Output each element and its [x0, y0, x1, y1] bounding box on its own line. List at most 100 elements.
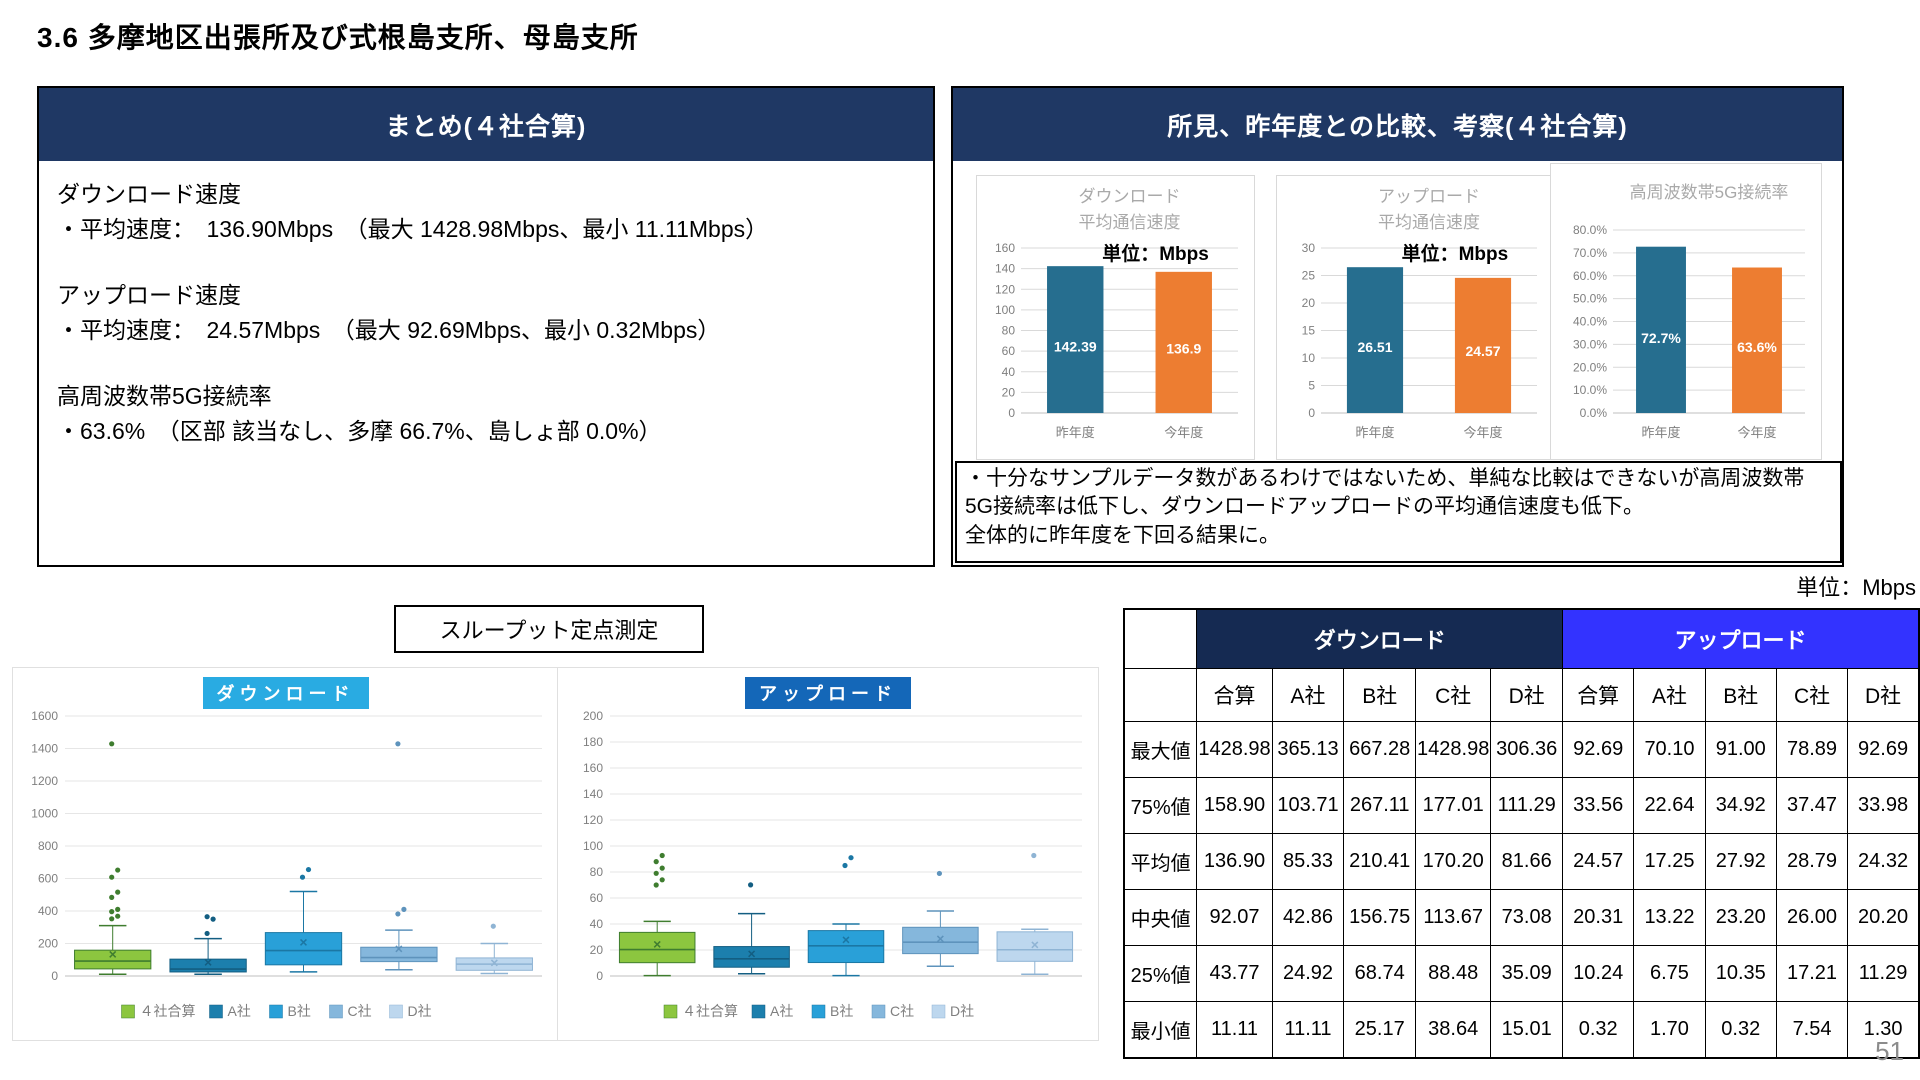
svg-text:70.0%: 70.0% — [1573, 246, 1607, 260]
stats-row-label-p25: 25%値 — [1123, 945, 1198, 1002]
svg-text:高周波数帯5G接続率: 高周波数帯5G接続率 — [1630, 183, 1789, 202]
svg-text:×: × — [109, 946, 117, 962]
stats-cell: 1428.98 — [1415, 721, 1492, 778]
svg-text:0.0%: 0.0% — [1580, 406, 1608, 420]
svg-text:15: 15 — [1302, 324, 1316, 338]
table-unit-label: 単位：Mbps — [1796, 575, 1916, 600]
svg-text:100: 100 — [995, 303, 1015, 317]
stats-cell: 42.86 — [1271, 889, 1345, 946]
stats-cell: 11.11 — [1271, 1001, 1345, 1059]
summary-5g-line: ・63.6% （区部 該当なし、多摩 66.7%、島しょ部 0.0%） — [57, 417, 662, 444]
5g-rate-chart-panel: 高周波数帯5G接続率 0.0% 10.0% 20.0% 30.0% 40.0% 50.0% 6… — [1550, 163, 1822, 460]
download-boxplot-title: ダウンロード — [202, 677, 369, 709]
findings-box-header: 所見、昨年度との比較、考察(４社合算) — [953, 88, 1842, 161]
stats-table-column-header: A社 — [1633, 668, 1706, 722]
svg-text:136.9: 136.9 — [1166, 341, 1201, 357]
svg-text:×: × — [748, 946, 756, 962]
svg-text:120: 120 — [583, 813, 603, 827]
svg-text:４社合算: ４社合算 — [140, 1003, 196, 1019]
stats-cell: 1428.98 — [1196, 721, 1273, 778]
stats-table-corner — [1123, 608, 1198, 669]
svg-text:平均通信速度: 平均通信速度 — [1378, 213, 1480, 232]
stats-cell: 10.24 — [1562, 945, 1635, 1002]
stats-cell: 24.32 — [1847, 833, 1920, 890]
stats-cell: 17.21 — [1775, 945, 1849, 1002]
summary-download-heading: ダウンロード速度 — [57, 181, 241, 207]
svg-text:D社: D社 — [950, 1003, 974, 1019]
boxplot-download-panel: 0 200 400 600 800 1000 1200 1400 1600 × × × × × ４社合算 A社… — [12, 667, 559, 1041]
summary-download-section: ダウンロード速度 ・平均速度： 136.90Mbps （最大 1428.98Mb… — [57, 177, 915, 246]
stats-row-label-mean: 平均値 — [1123, 833, 1198, 890]
svg-text:0: 0 — [51, 969, 58, 983]
svg-text:×: × — [490, 955, 498, 971]
stats-cell: 35.09 — [1490, 945, 1564, 1002]
svg-text:×: × — [1031, 936, 1039, 952]
stats-table: ダウンロード アップロード 合算 A社 B社 C社 D社 合算 A社 B社 C社 D社 最大値 1428.… — [1123, 608, 1920, 1059]
svg-text:40: 40 — [1002, 365, 1016, 379]
svg-text:26.51: 26.51 — [1357, 339, 1392, 355]
summary-5g-section: 高周波数帯5G接続率 ・63.6% （区部 該当なし、多摩 66.7%、島しょ部… — [57, 379, 915, 448]
svg-text:昨年度: 昨年度 — [1641, 425, 1680, 440]
page-number: 51 — [1875, 1036, 1904, 1066]
upload-boxplot-title: アップロード — [745, 677, 911, 709]
stats-cell: 170.20 — [1415, 833, 1492, 890]
svg-text:昨年度: 昨年度 — [1056, 425, 1095, 440]
stats-cell: 7.54 — [1775, 1001, 1849, 1059]
svg-text:平均通信速度: 平均通信速度 — [1079, 213, 1181, 232]
stats-cell: 136.90 — [1196, 833, 1273, 890]
stats-cell: 78.89 — [1775, 721, 1849, 778]
svg-text:20: 20 — [1002, 385, 1016, 399]
stats-cell: 81.66 — [1490, 833, 1564, 890]
stats-table-column-header: B社 — [1343, 668, 1417, 722]
svg-text:180: 180 — [583, 735, 603, 749]
stats-row-max: 最大値 1428.98 365.13 667.28 1428.98 306.36 92.69… — [1123, 721, 1920, 778]
stats-row-p25: 25%値 43.77 24.92 68.74 88.48 35.09 10.24 6.75 10… — [1123, 945, 1920, 1002]
svg-text:24.57: 24.57 — [1465, 343, 1500, 359]
stats-cell: 1.30 — [1847, 1001, 1920, 1059]
download-avg-chart-panel: ダウンロード 平均通信速度 0 20 40 60 80 100 120 140 160 142.39 昨… — [976, 175, 1255, 460]
stats-table-column-header: B社 — [1704, 668, 1777, 722]
svg-text:5: 5 — [1308, 379, 1315, 393]
stats-row-mean: 平均値 136.90 85.33 210.41 170.20 81.66 24.57 17.2… — [1123, 833, 1920, 890]
stats-cell: 25.17 — [1343, 1001, 1417, 1059]
findings-box: 所見、昨年度との比較、考察(４社合算) ダウンロード 平均通信速度 0 20 40 60 8… — [951, 86, 1844, 567]
svg-text:×: × — [395, 940, 403, 956]
svg-text:80: 80 — [590, 865, 604, 879]
svg-text:C社: C社 — [890, 1003, 914, 1019]
svg-text:40: 40 — [590, 917, 604, 931]
stats-cell: 34.92 — [1704, 777, 1777, 834]
stats-table-column-header: D社 — [1490, 668, 1564, 722]
stats-cell: 92.69 — [1847, 721, 1920, 778]
stats-table-subheader-row: 合算 A社 B社 C社 D社 合算 A社 B社 C社 D社 — [1123, 668, 1920, 722]
stats-cell: 22.64 — [1633, 777, 1706, 834]
stats-row-median: 中央値 92.07 42.86 156.75 113.67 73.08 20.31 13.22… — [1123, 889, 1920, 946]
summary-download-line: ・平均速度： 136.90Mbps （最大 1428.98Mbps、最小 11.… — [57, 215, 769, 242]
stats-cell: 23.20 — [1704, 889, 1777, 946]
svg-text:160: 160 — [995, 241, 1015, 255]
findings-note-line-2: 全体的に昨年度を下回る結果に。 — [965, 523, 1280, 547]
stats-cell: 27.92 — [1704, 833, 1777, 890]
stats-cell: 20.31 — [1562, 889, 1635, 946]
svg-text:1000: 1000 — [31, 807, 58, 821]
svg-text:63.6%: 63.6% — [1737, 339, 1777, 355]
summary-box-body: ダウンロード速度 ・平均速度： 136.90Mbps （最大 1428.98Mb… — [39, 161, 933, 496]
svg-text:80: 80 — [1002, 324, 1016, 338]
stats-cell: 28.79 — [1775, 833, 1849, 890]
svg-text:1600: 1600 — [31, 709, 58, 723]
stats-table-column-header: 合算 — [1196, 668, 1273, 722]
stats-table-column-header: 合算 — [1562, 668, 1635, 722]
stats-row-label-min: 最小値 — [1123, 1001, 1198, 1059]
page-title: 3.6 多摩地区出張所及び式根島支所、母島支所 — [37, 22, 639, 53]
stats-table-group-header-row: ダウンロード アップロード — [1123, 608, 1920, 669]
svg-text:×: × — [653, 936, 661, 952]
stats-cell: 1.70 — [1633, 1001, 1706, 1059]
svg-text:×: × — [936, 931, 944, 947]
svg-text:A社: A社 — [228, 1003, 251, 1019]
stats-cell: 91.00 — [1704, 721, 1777, 778]
stats-table-column-header: D社 — [1847, 668, 1920, 722]
stats-cell: 73.08 — [1490, 889, 1564, 946]
svg-text:200: 200 — [38, 937, 58, 951]
stats-table-column-header: C社 — [1415, 668, 1492, 722]
summary-upload-heading: アップロード速度 — [57, 282, 241, 308]
